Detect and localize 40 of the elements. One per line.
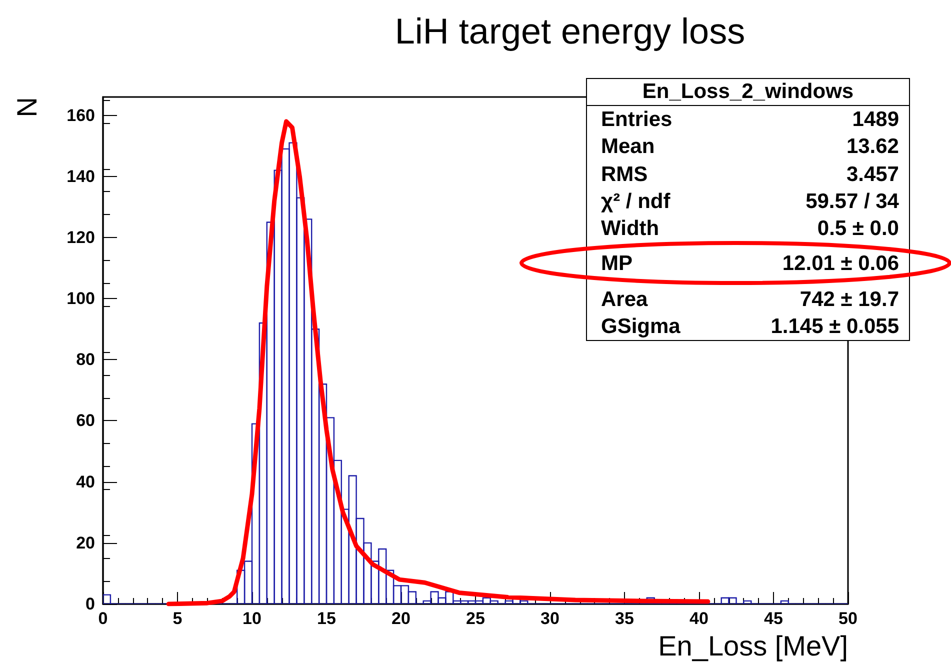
x-tick-label: 50 bbox=[838, 609, 858, 628]
x-tick-label: 25 bbox=[466, 609, 485, 628]
x-tick-label: 0 bbox=[98, 609, 108, 628]
x-axis-title: En_Loss [MeV] bbox=[658, 630, 848, 662]
y-tick-label: 40 bbox=[76, 472, 95, 492]
x-tick-label: 35 bbox=[615, 609, 634, 628]
y-tick-label: 160 bbox=[66, 106, 95, 125]
annotation: 12.01 ± 0.06 bbox=[782, 251, 899, 278]
y-tick-label: 80 bbox=[76, 350, 95, 370]
chart-title: LiH target energy loss bbox=[394, 10, 746, 52]
annotation: 59.57 / 34 bbox=[806, 188, 899, 215]
annotation: 742 ± 19.7 bbox=[800, 286, 899, 313]
x-tick-label: 20 bbox=[392, 609, 410, 628]
x-tick-label: 5 bbox=[172, 609, 182, 628]
annotation: GSigma bbox=[601, 314, 680, 340]
annotation: χ² / ndf bbox=[601, 188, 670, 215]
annotation: RMS bbox=[601, 162, 648, 188]
annotation: 3.457 bbox=[846, 162, 899, 188]
annotation: Area bbox=[601, 286, 648, 313]
annotation: 13.62 bbox=[846, 134, 899, 160]
y-axis-title: N bbox=[12, 97, 42, 118]
x-tick-label: 10 bbox=[242, 609, 262, 628]
y-tick-label: 0 bbox=[86, 594, 95, 614]
annotation: 1.145 ± 0.055 bbox=[770, 314, 899, 340]
text: 1489 bbox=[852, 107, 899, 133]
annotation: Mean bbox=[601, 134, 655, 160]
x-tick-label: 15 bbox=[317, 609, 336, 628]
y-tick-label: 60 bbox=[76, 411, 95, 430]
y-tick-label: 20 bbox=[76, 533, 95, 552]
annotation: MP bbox=[601, 251, 632, 278]
y-tick-label: 120 bbox=[66, 228, 95, 247]
x-tick-label: 40 bbox=[690, 609, 708, 628]
x-tick-label: 45 bbox=[764, 609, 783, 628]
annotation: 0.5 ± 0.0 bbox=[817, 216, 899, 242]
x-tick-label: 30 bbox=[540, 609, 560, 628]
y-tick-label: 100 bbox=[66, 289, 95, 308]
annotation: En_Loss_2_windows bbox=[587, 79, 909, 106]
annotation: Width bbox=[601, 216, 660, 242]
annotation: Entries bbox=[601, 107, 672, 133]
y-tick-label: 140 bbox=[66, 166, 95, 186]
